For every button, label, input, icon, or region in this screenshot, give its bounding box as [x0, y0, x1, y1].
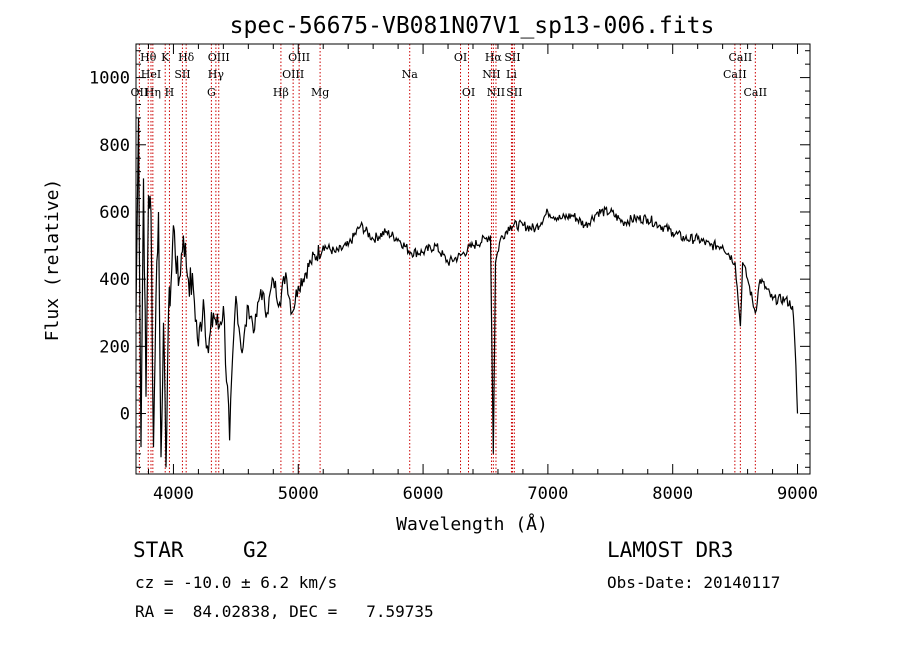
line-label-23: SII: [506, 86, 522, 99]
line-label-0: Hθ: [140, 51, 157, 64]
line-label-16: OI: [454, 51, 467, 64]
line-label-19: NII: [482, 68, 500, 81]
line-label-10: G: [207, 86, 216, 99]
chart-title: spec-56675-VB081N07V1_sp13-006.fits: [230, 13, 715, 39]
line-label-18: Hα: [485, 51, 503, 64]
observation-date: Obs-Date: 20140117: [607, 573, 781, 592]
line-label-21: Li: [506, 68, 517, 81]
y-tick-label: 400: [99, 270, 130, 290]
line-label-22: SII: [504, 51, 520, 64]
x-tick-label: 4000: [153, 484, 194, 504]
line-label-13: OIII: [282, 68, 304, 81]
y-tick-label: 600: [99, 203, 130, 223]
redshift-cz: cz = -10.0 ± 6.2 km/s: [135, 573, 338, 592]
line-label-5: H: [165, 86, 175, 99]
line-label-6: SII: [174, 68, 190, 81]
line-label-8: OIII: [208, 51, 230, 64]
x-axis-label: Wavelength (Å): [396, 513, 548, 535]
line-label-4: K: [161, 51, 170, 64]
line-label-12: OIII: [288, 51, 310, 64]
line-label-20: NII: [487, 86, 505, 99]
y-tick-label: 800: [99, 136, 130, 156]
spectral-line-markers: [138, 44, 756, 474]
y-axis-label: Flux (relative): [42, 179, 63, 342]
x-tick-label: 5000: [278, 484, 319, 504]
line-label-2: HeI: [141, 68, 161, 81]
survey-name: LAMOST DR3: [607, 538, 734, 562]
line-label-9: Hγ: [208, 68, 225, 81]
plot-frame: [135, 43, 811, 475]
line-label-1: OII: [131, 86, 149, 99]
x-axis: 4000 5000 6000 7000 8000 9000: [147, 44, 818, 504]
line-label-26: CaII: [743, 86, 767, 99]
line-label-11: Hβ: [273, 86, 289, 99]
y-tick-label: 1000: [89, 69, 130, 89]
line-label-15: Na: [402, 68, 419, 81]
y-tick-label: 200: [99, 337, 130, 357]
object-subclass: G2: [243, 538, 269, 562]
x-tick-label: 8000: [652, 484, 693, 504]
line-label-17: OI: [462, 86, 475, 99]
line-label-7: Hδ: [178, 51, 195, 64]
ra-dec-coordinates: RA = 84.02838, DEC = 7.59735: [135, 602, 434, 621]
spectrum-line: [135, 117, 799, 468]
y-axis: 0 200 400 600 800 1000: [89, 50, 810, 468]
x-tick-label: 7000: [527, 484, 568, 504]
object-class: STAR: [133, 538, 184, 562]
x-tick-label: 6000: [403, 484, 444, 504]
spectral-line-labels: Hθ OII HeI Hη K H SII Hδ OIII Hγ G Hβ OIII OIII Mg Na OI…: [131, 51, 768, 99]
line-label-3: Hη: [145, 86, 161, 99]
y-tick-label: 0: [120, 405, 130, 425]
line-label-24: CaII: [729, 51, 753, 64]
x-tick-label: 9000: [777, 484, 818, 504]
line-label-14: Mg: [311, 86, 329, 99]
line-label-25: CaII: [723, 68, 747, 81]
